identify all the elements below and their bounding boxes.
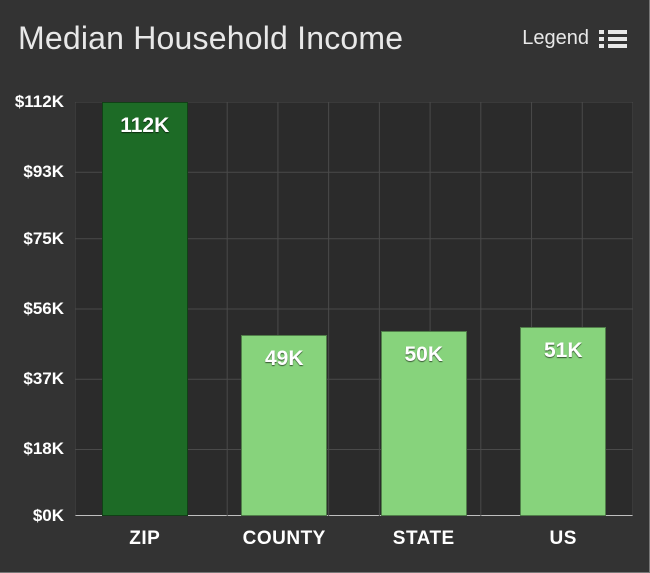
bar[interactable]: 50K xyxy=(381,331,467,516)
y-tick-label: $37K xyxy=(23,369,64,389)
legend-label: Legend xyxy=(522,27,589,50)
bar-rect xyxy=(102,102,188,516)
y-axis: $0K$18K$37K$56K$75K$93K$112K xyxy=(0,102,70,516)
y-tick-label: $56K xyxy=(23,299,64,319)
chart-header: Median Household Income Legend xyxy=(0,0,649,67)
x-tick-label: COUNTY xyxy=(243,528,326,550)
bar[interactable]: 49K xyxy=(241,335,327,516)
x-tick-label: STATE xyxy=(393,528,455,550)
bar-chart: $0K $18K $37K $56K $75K $93K $112K 112K 49K 50K 5… xyxy=(0,82,649,572)
bar-value-label: 51K xyxy=(544,339,583,363)
bar-value-label: 50K xyxy=(404,343,443,367)
bar-value-label: 49K xyxy=(265,347,304,371)
bar[interactable]: 51K xyxy=(520,327,606,516)
x-tick-label: US xyxy=(550,528,577,550)
y-tick-label: $112K xyxy=(15,92,64,112)
y-tick-label: $18K xyxy=(23,439,64,459)
bars-layer: 112K 49K 50K 51K xyxy=(75,102,633,516)
x-tick-label: ZIP xyxy=(129,528,160,550)
chart-title: Median Household Income xyxy=(18,20,403,57)
bar-value-label: 112K xyxy=(120,114,169,138)
legend-list-icon xyxy=(599,29,627,49)
y-tick-label: $75K xyxy=(23,229,64,249)
bar[interactable]: 112K xyxy=(102,102,188,516)
y-tick-label: $93K xyxy=(23,162,64,182)
y-tick-label: $0K xyxy=(33,506,64,526)
legend-button[interactable]: Legend xyxy=(522,27,627,50)
x-axis: ZIP COUNTY STATE US xyxy=(75,516,633,572)
